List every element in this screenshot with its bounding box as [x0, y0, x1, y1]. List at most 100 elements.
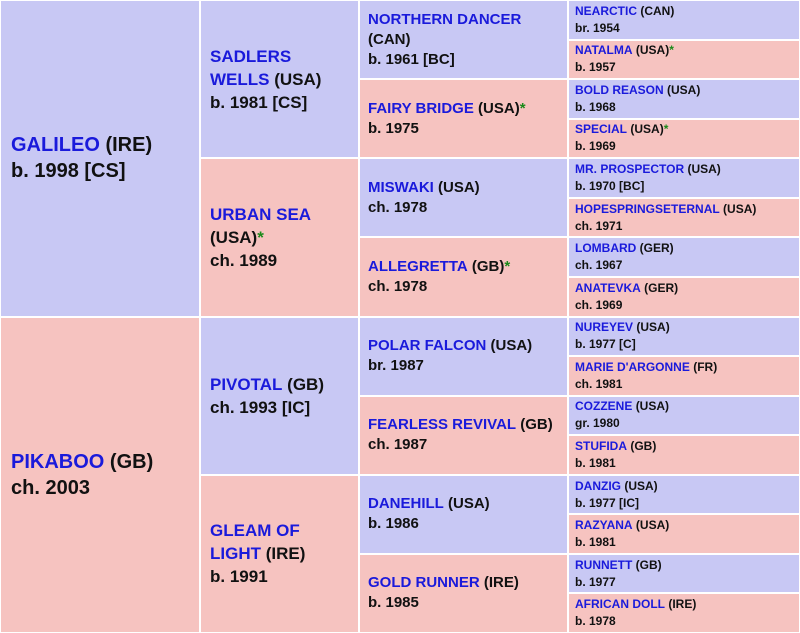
horse-info: br. 1954 [575, 20, 620, 35]
horse-info: ch. 1989 [210, 250, 278, 270]
horse-name-line: FEARLESS REVIVAL (GB) [368, 415, 559, 435]
pedigree-cell-gen4: RUNNETT (GB) b. 1977 [568, 553, 800, 594]
pedigree-cell-gen2: SADLERS WELLS (USA) b. 1981 [CS] [200, 0, 359, 159]
horse-origin: (GER) [644, 280, 679, 295]
horse-info: b. 1961 [BC] [368, 50, 455, 68]
horse-origin: (USA) [723, 201, 757, 216]
horse-origin: (USA) [635, 399, 670, 414]
horse-name: NATALMA [575, 43, 633, 58]
horse-name-line: RAZYANA (USA) [575, 517, 793, 534]
horse-name-line: NUREYEV (USA) [575, 319, 793, 336]
horse-name-line: BOLD REASON (USA) [575, 82, 793, 99]
horse-name-line: DANZIG (USA) [575, 478, 793, 495]
horse-name: MR. PROSPECTOR [575, 162, 685, 177]
pedigree-cell-gen4: AFRICAN DOLL (IRE) b. 1978 [568, 593, 800, 633]
horse-name: NORTHERN DANCER [368, 10, 522, 28]
horse-origin: (IRE) [668, 597, 697, 612]
pedigree-cell-gen4: NUREYEV (USA) b. 1977 [C] [568, 316, 800, 357]
horse-name-line: NATALMA (USA)* [575, 42, 793, 59]
horse-origin: (USA) [478, 99, 520, 117]
horse-name: ALLEGRETTA [368, 257, 468, 275]
horse-origin: (CAN) [368, 30, 411, 48]
horse-name-line: FAIRY BRIDGE (USA)* [368, 99, 559, 119]
horse-name-line: MISWAKI (USA) [368, 178, 559, 198]
horse-origin: (GB) [630, 438, 657, 453]
horse-origin: (GB) [287, 374, 324, 394]
pedigree-cell-gen4: DANZIG (USA) b. 1977 [IC] [568, 474, 800, 515]
horse-name: GOLD RUNNER [368, 574, 480, 592]
horse-name-line: ANATEVKA (GER) [575, 280, 793, 297]
horse-origin: (GB) [471, 257, 505, 275]
star-mark: * [257, 227, 264, 247]
horse-origin: (USA) [448, 495, 490, 513]
horse-info: b. 1981 [575, 455, 616, 470]
horse-origin: (USA) [274, 69, 322, 89]
horse-name: RAZYANA [575, 518, 633, 533]
pedigree-cell-gen1: GALILEO (IRE) b. 1998 [CS] [0, 0, 200, 317]
star-mark: * [504, 257, 511, 275]
horse-name: COZZENE [575, 399, 633, 414]
horse-name: DANZIG [575, 478, 621, 493]
pedigree-cell-gen4: MARIE D'ARGONNE (FR) ch. 1981 [568, 356, 800, 396]
horse-info: ch. 2003 [11, 476, 90, 499]
pedigree-cell-gen4: COZZENE (USA) gr. 1980 [568, 395, 800, 436]
horse-name: NEARCTIC [575, 3, 637, 18]
horse-name: PIKABOO [11, 450, 105, 473]
horse-info: ch. 1978 [368, 198, 428, 216]
horse-origin: (USA) [210, 227, 258, 247]
horse-info: b. 1977 [575, 574, 616, 589]
pedigree-cell-gen3: MISWAKI (USA) ch. 1978 [359, 158, 568, 238]
horse-name: GALILEO [11, 134, 100, 157]
pedigree-cell-gen2: URBAN SEA (USA)* ch. 1989 [200, 158, 359, 317]
pedigree-cell-gen3: POLAR FALCON (USA) br. 1987 [359, 316, 568, 396]
horse-name-line: STUFIDA (GB) [575, 438, 793, 455]
horse-name: RUNNETT [575, 557, 633, 572]
horse-info: b. 1981 [CS] [210, 92, 308, 112]
horse-name: PIVOTAL [210, 374, 283, 394]
horse-name: GLEAM OF LIGHT [210, 521, 300, 564]
horse-origin: (USA) [630, 122, 664, 137]
horse-name: HOPESPRINGSETERNAL [575, 201, 720, 216]
horse-info: b. 1977 [IC] [575, 495, 640, 510]
horse-name-line: GLEAM OF LIGHT (IRE) [210, 519, 349, 565]
horse-origin: (FR) [693, 359, 718, 374]
horse-origin: (USA) [490, 337, 533, 355]
horse-name-line: NEARCTIC (CAN) [575, 3, 793, 20]
horse-origin: (IRE) [105, 134, 153, 157]
horse-name-line: PIVOTAL (GB) [210, 373, 349, 396]
horse-info: ch. 1987 [368, 436, 428, 454]
horse-name-line: SADLERS WELLS (USA) [210, 45, 349, 91]
horse-name-line: HOPESPRINGSETERNAL (USA) [575, 201, 793, 218]
horse-origin: (GB) [109, 450, 154, 473]
horse-origin: (USA) [438, 178, 480, 196]
horse-info: ch. 1978 [368, 277, 428, 295]
pedigree-cell-gen3: NORTHERN DANCER (CAN) b. 1961 [BC] [359, 0, 568, 80]
horse-info: b. 1985 [368, 594, 419, 612]
pedigree-cell-gen2: GLEAM OF LIGHT (IRE) b. 1991 [200, 474, 359, 633]
horse-name: LOMBARD [575, 241, 637, 256]
horse-origin: (GB) [520, 416, 553, 434]
horse-name-line: SPECIAL (USA)* [575, 121, 793, 138]
horse-info: b. 1991 [210, 567, 268, 587]
star-mark: * [663, 122, 669, 137]
horse-origin: (GER) [639, 241, 674, 256]
pedigree-cell-gen4: RAZYANA (USA) b. 1981 [568, 514, 800, 554]
horse-name: MISWAKI [368, 178, 434, 196]
horse-name: URBAN SEA [210, 204, 312, 224]
horse-info: b. 1981 [575, 535, 616, 550]
horse-name-line: COZZENE (USA) [575, 398, 793, 415]
horse-origin: (USA) [635, 43, 670, 58]
pedigree-cell-gen3: FEARLESS REVIVAL (GB) ch. 1987 [359, 395, 568, 475]
horse-info: ch. 1981 [575, 376, 623, 391]
pedigree-cell-gen4: STUFIDA (GB) b. 1981 [568, 435, 800, 475]
horse-name: DANEHILL [368, 495, 444, 513]
horse-info: b. 1968 [575, 99, 616, 114]
horse-origin: (USA) [624, 478, 658, 493]
horse-name-line: RUNNETT (GB) [575, 557, 793, 574]
horse-name-line: MR. PROSPECTOR (USA) [575, 161, 793, 178]
horse-name: AFRICAN DOLL [575, 597, 665, 612]
horse-name: ANATEVKA [575, 280, 641, 295]
horse-name: POLAR FALCON [368, 337, 487, 355]
horse-name-line: ALLEGRETTA (GB)* [368, 257, 559, 277]
